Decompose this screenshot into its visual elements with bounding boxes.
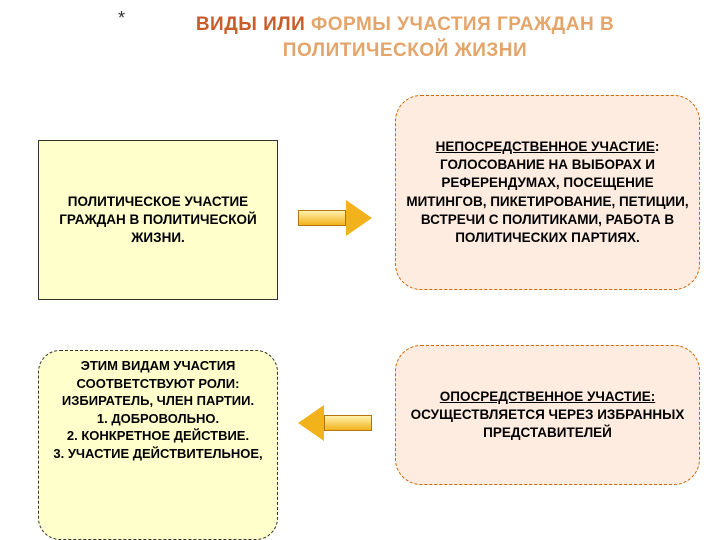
title-line1-prefix: ВИДЫ ИЛИ [196, 14, 305, 35]
box-direct-participation: НЕПОСРЕДСТВЕННОЕ УЧАСТИЕ: ГОЛОСОВАНИЕ НА… [395, 95, 700, 290]
box-indirect-participation: ОПОСРЕДСТВЕННОЕ УЧАСТИЕ: ОСУЩЕСТВЛЯЕТСЯ … [395, 345, 700, 485]
indirect-label: ОПОСРЕДСТВЕННОЕ УЧАСТИЕ: [440, 389, 655, 404]
arrow-right [298, 200, 372, 236]
box-left-top-text: ПОЛИТИЧЕСКОЕ УЧАСТИЕ ГРАЖДАН В ПОЛИТИЧЕС… [49, 193, 267, 248]
slide-title: ВИДЫ ИЛИ ФОРМЫ УЧАСТИЯ ГРАЖДАН В ПОЛИТИЧ… [110, 12, 700, 63]
indirect-rest: ОСУЩЕСТВЛЯЕТСЯ ЧЕРЕЗ ИЗБРАННЫХ ПРЕДСТАВИ… [411, 407, 685, 440]
arrow-right-shaft [298, 210, 346, 226]
box-right-top-text: НЕПОСРЕДСТВЕННОЕ УЧАСТИЕ: ГОЛОСОВАНИЕ НА… [406, 138, 689, 247]
title-line1-rest: ФОРМЫ УЧАСТИЯ ГРАЖДАН В [305, 14, 614, 35]
direct-rest: : ГОЛОСОВАНИЕ НА ВЫБОРАХ И РЕФЕРЕНДУМАХ,… [406, 139, 688, 245]
arrow-left [298, 405, 372, 441]
arrow-left-shaft [324, 415, 372, 431]
direct-label: НЕПОСРЕДСТВЕННОЕ УЧАСТИЕ [436, 139, 655, 154]
arrow-left-head-icon [298, 405, 324, 441]
title-line2: ПОЛИТИЧЕСКОЙ ЖИЗНИ [283, 40, 527, 61]
arrow-right-head-icon [346, 200, 372, 236]
box-right-bottom-text: ОПОСРЕДСТВЕННОЕ УЧАСТИЕ: ОСУЩЕСТВЛЯЕТСЯ … [406, 388, 689, 443]
box-left-bottom-text: ЭТИМ ВИДАМ УЧАСТИЯ СООТВЕТСТВУЮТ РОЛИ: И… [49, 357, 267, 462]
box-roles: ЭТИМ ВИДАМ УЧАСТИЯ СООТВЕТСТВУЮТ РОЛИ: И… [38, 350, 278, 540]
box-political-participation: ПОЛИТИЧЕСКОЕ УЧАСТИЕ ГРАЖДАН В ПОЛИТИЧЕС… [38, 140, 278, 300]
